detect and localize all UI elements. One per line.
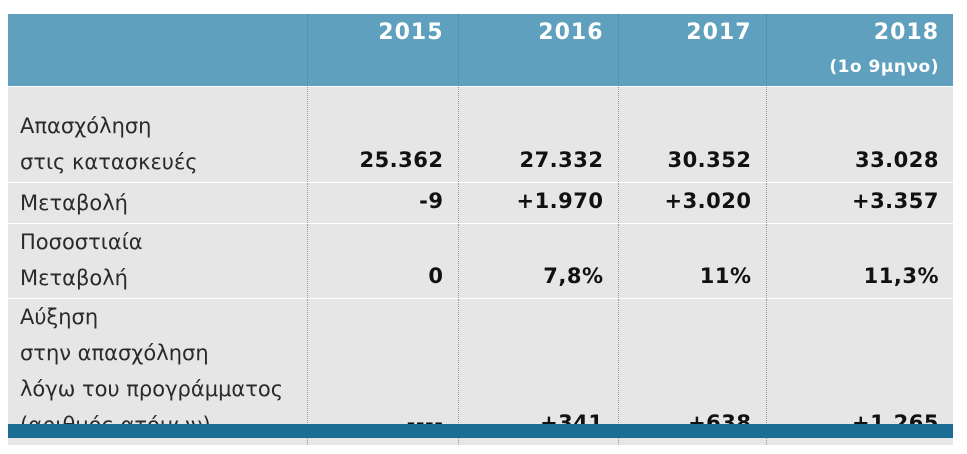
- row-label-percent-change: Ποσοστιαία Μεταβολή: [8, 222, 308, 298]
- cell-value: +3.020: [618, 181, 767, 223]
- cell-value: 33.028: [766, 85, 953, 182]
- row-label-line: στις κατασκευές: [20, 149, 198, 174]
- cell-value: 7,8%: [458, 222, 619, 298]
- header-year-2018-subtitle: (1ο 9μηνο): [829, 57, 939, 77]
- data-table: 2015 2016 2017 2018 (1ο 9μηνο) Απασχόλησ…: [8, 14, 953, 445]
- row-label-line: Ποσοστιαία: [20, 229, 143, 254]
- row-label-program-increase: Αύξηση στην απασχόληση λόγω του προγράμμ…: [8, 297, 308, 445]
- cell-value: 11%: [618, 222, 767, 298]
- header-year-2015: 2015: [307, 14, 459, 86]
- cell-value: +638: [618, 297, 767, 445]
- cell-value: ----: [307, 297, 459, 445]
- cell-value: +1.265: [766, 297, 953, 445]
- header-year-2018: 2018 (1ο 9μηνο): [766, 14, 953, 86]
- cell-value: +3.357: [766, 181, 953, 223]
- employment-table: 2015 2016 2017 2018 (1ο 9μηνο) Απασχόλησ…: [8, 14, 953, 445]
- table-row-change: Μεταβολή -9 +1.970 +3.020 +3.357: [8, 181, 953, 223]
- cell-value: +341: [458, 297, 619, 445]
- row-label-line: Αύξηση: [20, 304, 99, 329]
- row-label-employment: Απασχόληση στις κατασκευές: [8, 85, 308, 182]
- table-row-program-increase: Αύξηση στην απασχόληση λόγω του προγράμμ…: [8, 297, 953, 445]
- header-year-2016: 2016: [458, 14, 619, 86]
- row-label-line: Μεταβολή: [20, 265, 128, 290]
- row-label-line: λόγω του προγράμματος: [20, 376, 284, 401]
- cell-value: 27.332: [458, 85, 619, 182]
- header-empty-cell: [8, 14, 308, 86]
- cell-value: -9: [307, 181, 459, 223]
- cell-value: +1.970: [458, 181, 619, 223]
- row-label-line: Μεταβολή: [20, 190, 128, 215]
- row-label-line: στην απασχόληση: [20, 340, 209, 365]
- row-label-line: Απασχόληση: [20, 113, 152, 138]
- row-label-change: Μεταβολή: [8, 181, 308, 223]
- header-row: 2015 2016 2017 2018 (1ο 9μηνο): [8, 14, 953, 86]
- cell-value: 30.352: [618, 85, 767, 182]
- cell-value: 11,3%: [766, 222, 953, 298]
- cell-value: 25.362: [307, 85, 459, 182]
- cell-value: 0: [307, 222, 459, 298]
- header-year-2017: 2017: [618, 14, 767, 86]
- header-year-2018-label: 2018: [873, 20, 939, 45]
- bottom-accent-bar: [8, 424, 953, 438]
- table-row-percent-change: Ποσοστιαία Μεταβολή 0 7,8% 11% 11,3%: [8, 222, 953, 298]
- table-row-employment: Απασχόληση στις κατασκευές 25.362 27.332…: [8, 85, 953, 182]
